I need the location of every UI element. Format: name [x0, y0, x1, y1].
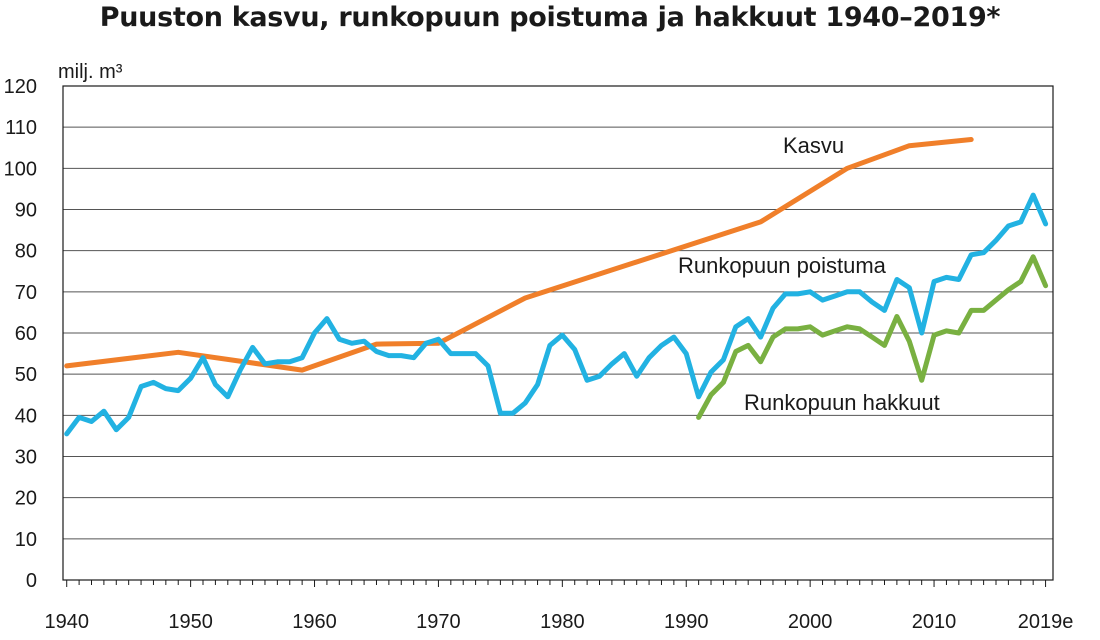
series-label-runkopuun-poistuma: Runkopuun poistuma — [678, 253, 887, 278]
axis-ticks — [66, 580, 1047, 587]
series-label-runkopuun-hakkuut: Runkopuun hakkuut — [744, 390, 940, 415]
chart-title: Puuston kasvu, runkopuun poistuma ja hak… — [99, 2, 1001, 33]
series-lines — [64, 137, 1049, 437]
series-label-kasvu: Kasvu — [783, 133, 844, 158]
plot-frame — [62, 85, 1054, 581]
x-tick-label: 2010 — [912, 611, 957, 633]
y-tick-label: 50 — [15, 364, 37, 386]
y-tick-label: 0 — [26, 570, 37, 592]
y-tick-labels: 0 10 20 30 40 50 60 70 80 90 100 110 120 — [4, 76, 37, 592]
x-tick-label: 2000 — [788, 611, 833, 633]
x-tick-label: 1990 — [664, 611, 709, 633]
y-tick-label: 110 — [5, 117, 37, 139]
x-tick-label: 2019e — [1018, 611, 1074, 633]
y-tick-label: 30 — [15, 447, 37, 469]
x-tick-labels: 1940 1950 1960 1970 1980 1990 2000 2010 2019e — [44, 611, 1073, 633]
y-axis-unit-label: milj. m³ — [58, 61, 123, 83]
y-tick-label: 10 — [15, 529, 37, 551]
series-line-runkopuun-poistuma — [64, 192, 1049, 437]
x-tick-label: 1950 — [168, 611, 213, 633]
y-tick-label: 20 — [15, 488, 37, 510]
series-annotations: Kasvu Runkopuun poistuma Runkopuun hakkuut — [678, 133, 940, 415]
series-line-kasvu — [64, 137, 974, 373]
y-tick-label: 90 — [15, 200, 37, 222]
x-tick-label: 1980 — [540, 611, 585, 633]
y-tick-label: 40 — [15, 405, 37, 427]
x-tick-label: 1940 — [44, 611, 89, 633]
y-tick-label: 70 — [15, 282, 37, 304]
y-tick-label: 120 — [4, 76, 37, 98]
y-tick-label: 80 — [15, 241, 37, 263]
y-tick-label: 60 — [15, 323, 37, 345]
x-tick-label: 1960 — [292, 611, 337, 633]
series-line-runkopuun-hakkuut — [696, 254, 1049, 420]
x-tick-label: 1970 — [416, 611, 461, 633]
y-tick-label: 100 — [4, 158, 37, 180]
gridlines — [63, 126, 1053, 540]
